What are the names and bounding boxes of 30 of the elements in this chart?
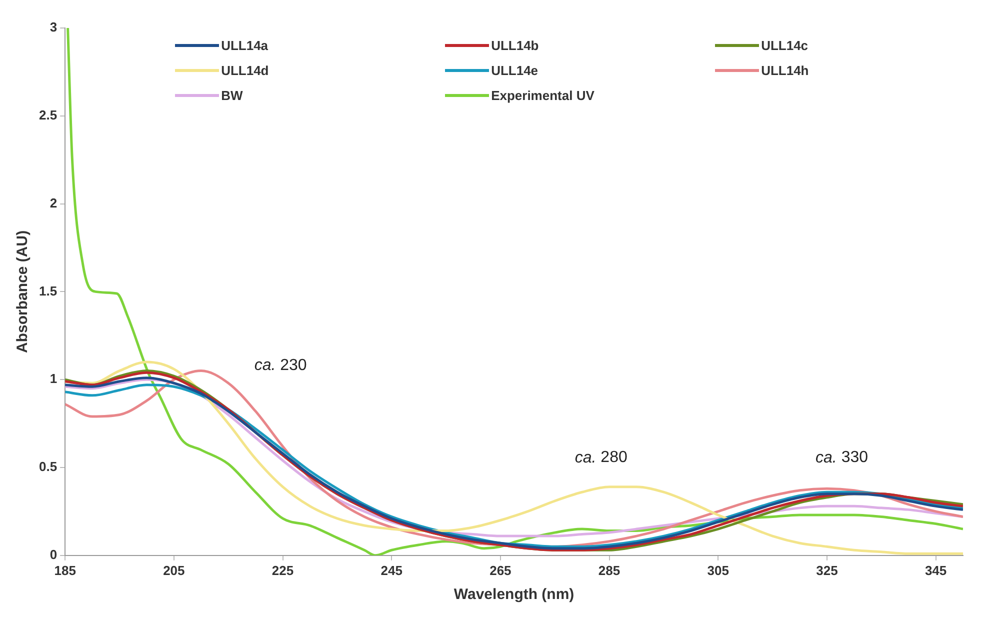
x-tick-label: 245 <box>380 562 402 578</box>
legend-label: ULL14d <box>221 63 269 78</box>
x-tick-label: 285 <box>598 562 620 578</box>
y-axis-title: Absorbance (AU) <box>14 230 32 353</box>
x-tick-label: 205 <box>163 562 185 578</box>
legend-label: ULL14c <box>761 38 808 53</box>
y-tick-label: 0.5 <box>38 459 58 474</box>
legend-label: BW <box>221 88 243 103</box>
legend-label: Experimental UV <box>491 88 594 103</box>
line-series <box>66 28 963 556</box>
y-tick-label: 2 <box>50 195 58 210</box>
x-tick-label: 185 <box>54 562 76 578</box>
annotation: ca. 330 <box>816 449 868 466</box>
y-tick-label: 0 <box>50 546 58 562</box>
x-axis-title: Wavelength (nm) <box>454 586 574 604</box>
x-tick-label: 265 <box>490 562 512 578</box>
y-tick-label: 1.5 <box>38 283 58 298</box>
annotation: ca. 230 <box>254 356 307 374</box>
y-tick-label: 2.5 <box>38 107 58 122</box>
x-tick-label: 325 <box>816 562 838 578</box>
x-tick-label: 225 <box>272 562 294 578</box>
y-tick-label: 1 <box>50 371 58 386</box>
x-tick-label: 305 <box>707 562 729 578</box>
legend-label: ULL14h <box>761 63 809 78</box>
annotation: ca. 280 <box>574 449 628 466</box>
legend-label: ULL14b <box>491 38 539 53</box>
y-tick-label: 3 <box>50 20 58 35</box>
legend-label: ULL14a <box>221 38 268 53</box>
x-tick-label: 345 <box>924 562 947 578</box>
legend-label: ULL14e <box>491 63 538 78</box>
